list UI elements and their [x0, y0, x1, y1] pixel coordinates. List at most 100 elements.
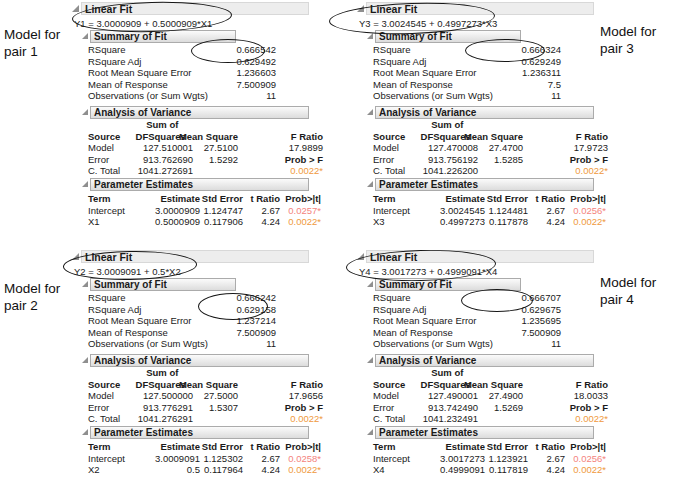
cell-value: 27.500000 — [148, 390, 178, 402]
cell-value: 0.117878 — [485, 216, 528, 228]
stat-label: RSquare Adj — [88, 304, 208, 316]
cell-value: 4.24 — [243, 464, 280, 476]
cell-value: 10 — [118, 165, 148, 177]
table-row: Sum of — [373, 119, 608, 131]
stat-label: Root Mean Square Error — [88, 315, 208, 327]
disclosure-triangle-icon[interactable] — [367, 33, 373, 39]
p-value: 0.0257* — [280, 205, 321, 217]
table-row: Model 1 27.510001 27.5100 17.9899 — [88, 142, 323, 154]
table-row: C. Total 10 41.226200 0.0022* — [373, 165, 608, 177]
disclosure-triangle-icon[interactable] — [367, 181, 373, 187]
disclosure-triangle-icon[interactable] — [82, 109, 88, 115]
stat-label: Root Mean Square Error — [373, 315, 493, 327]
col-header: DF — [118, 379, 148, 391]
disclosure-triangle-icon[interactable] — [367, 281, 373, 287]
table-row: Mean of Response 7.500909 — [88, 79, 276, 91]
stat-value: 7.500909 — [208, 79, 276, 91]
cell-value: 1.124481 — [485, 205, 528, 217]
table-row: Error 9 13.756192 1.5285 Prob > F — [373, 154, 608, 166]
table-row: Intercept 3.0017273 1.123921 2.67 0.0256… — [373, 453, 606, 465]
stat-label: Mean of Response — [88, 327, 208, 339]
table-header-row: Source DF Squares Mean Square F Ratio — [88, 131, 323, 143]
col-header: Estimate — [138, 193, 200, 205]
stat-label: RSquare — [88, 292, 208, 304]
stat-label: Observations (or Sum Wgts) — [88, 90, 208, 102]
disclosure-triangle-icon[interactable] — [367, 109, 373, 115]
anova-header: Analysis of Variance — [367, 354, 594, 367]
disclosure-triangle-icon[interactable] — [82, 429, 88, 435]
anova-title: Analysis of Variance — [90, 354, 309, 367]
table-header-row: Term Estimate Std Error t Ratio Prob>|t| — [88, 193, 321, 205]
stat-value: 7.500909 — [208, 327, 276, 339]
source-label: Model — [373, 142, 403, 154]
parameter-estimates-table: Term Estimate Std Error t Ratio Prob>|t|… — [88, 193, 321, 228]
disclosure-triangle-icon[interactable] — [82, 33, 88, 39]
sum-of-label: Sum of — [373, 119, 463, 131]
table-row: Root Mean Square Error 1.236311 — [373, 67, 561, 79]
col-header: DF — [403, 131, 433, 143]
col-header: Mean Square — [178, 131, 238, 143]
source-label: Error — [373, 154, 403, 166]
cell-value: 3.0024545 — [423, 205, 485, 217]
table-row: Intercept 3.0000909 1.124747 2.67 0.0257… — [88, 205, 321, 217]
stat-label: Root Mean Square Error — [373, 67, 493, 79]
pair-4-label: Model for pair 4 — [600, 275, 666, 308]
col-header: Prob>|t| — [280, 441, 321, 453]
p-value: 0.0022* — [280, 216, 321, 228]
cell-value: 1 — [118, 142, 148, 154]
cell-value: 0.4999091 — [423, 464, 485, 476]
annotation-ellipse-rsquare-adj-pair2 — [198, 293, 268, 320]
table-row: Observations (or Sum Wgts) 11 — [88, 90, 276, 102]
table-row: Mean of Response 7.500909 — [88, 327, 276, 339]
col-header: t Ratio — [243, 441, 280, 453]
cell-value: 17.9656 — [238, 390, 323, 402]
col-header: Term — [373, 193, 423, 205]
cell-value: 10 — [403, 165, 433, 177]
p-value: 0.0256* — [565, 205, 606, 217]
prob-f-value: 0.0022* — [238, 413, 323, 425]
table-row: X4 0.4999091 0.117819 4.24 0.0022* — [373, 464, 606, 476]
sum-of-label: Sum of — [88, 367, 178, 379]
table-row: Sum of — [88, 119, 323, 131]
table-row: Sum of — [88, 367, 323, 379]
disclosure-triangle-icon[interactable] — [72, 5, 79, 12]
p-value: 0.0022* — [565, 216, 606, 228]
stat-value: 11 — [208, 90, 276, 102]
parameter-estimates-title: Parameter Estimates — [375, 178, 594, 191]
pair-2-label: Model for pair 2 — [4, 281, 70, 314]
annotation-ellipse-rsquare-pair1 — [191, 39, 265, 63]
table-row: Model 1 27.490001 27.4900 18.0033 — [373, 390, 608, 402]
term-label: X3 — [373, 216, 423, 228]
disclosure-triangle-icon[interactable] — [82, 281, 88, 287]
prob-f-label: Prob > F — [523, 402, 608, 414]
table-header-row: Term Estimate Std Error t Ratio Prob>|t| — [88, 441, 321, 453]
pair-3-label: Model for pair 3 — [600, 24, 666, 57]
annotation-ellipse-rsquare-pair4 — [461, 289, 533, 312]
cell-value: 0.117819 — [485, 464, 528, 476]
anova-table: Sum of Source DF Squares Mean Square F R… — [88, 367, 323, 425]
disclosure-triangle-icon[interactable] — [367, 429, 373, 435]
table-row: Model 1 27.470008 27.4700 17.9723 — [373, 142, 608, 154]
stat-label: RSquare Adj — [88, 56, 208, 68]
table-header-row: Source DF Squares Mean Square F Ratio — [373, 379, 608, 391]
anova-header: Analysis of Variance — [367, 106, 594, 119]
cell-value: 9 — [118, 154, 148, 166]
table-row: X2 0.5 0.117964 4.24 0.0022* — [88, 464, 321, 476]
source-label: C. Total — [88, 413, 118, 425]
prob-f-value: 0.0022* — [523, 165, 608, 177]
linear-fit-panel-pair1: Linear Fit Y1 = 3.0000909 + 0.5000909*X1… — [70, 2, 312, 236]
linear-fit-panel-pair2: Linear Fit Y2 = 3.0009091 + 0.5*X2 Summa… — [70, 250, 312, 484]
table-row: Sum of — [373, 367, 608, 379]
col-header: Term — [88, 441, 138, 453]
disclosure-triangle-icon[interactable] — [82, 181, 88, 187]
cell-value: 2.67 — [528, 205, 565, 217]
cell-value: 3.0009091 — [138, 453, 200, 465]
disclosure-triangle-icon[interactable] — [367, 357, 373, 363]
table-row: Intercept 3.0024545 1.124481 2.67 0.0256… — [373, 205, 606, 217]
disclosure-triangle-icon[interactable] — [82, 357, 88, 363]
source-label: C. Total — [88, 165, 118, 177]
cell-value: 1 — [118, 390, 148, 402]
cell-value: 4.24 — [528, 216, 565, 228]
stat-label: Root Mean Square Error — [88, 67, 208, 79]
col-header: Squares — [148, 131, 178, 143]
